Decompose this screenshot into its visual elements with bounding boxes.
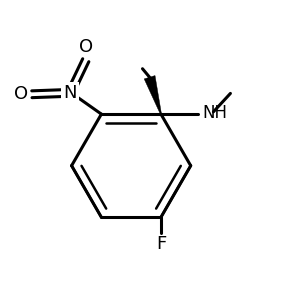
Text: NH: NH bbox=[202, 104, 227, 122]
Text: O: O bbox=[79, 38, 93, 56]
Text: F: F bbox=[156, 235, 166, 253]
Polygon shape bbox=[144, 76, 162, 114]
Text: N: N bbox=[64, 84, 77, 102]
Text: O: O bbox=[14, 85, 28, 103]
